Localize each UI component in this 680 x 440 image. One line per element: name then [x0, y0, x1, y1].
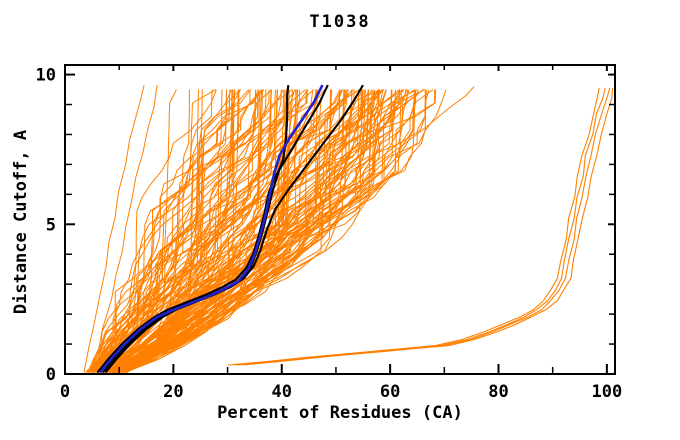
left-outlier-curve: [91, 85, 158, 373]
reference-model-2: [96, 84, 329, 374]
model-curve: [95, 89, 297, 373]
model-curve: [88, 89, 265, 373]
x-axis-ticks: [64, 66, 608, 373]
model-curve: [111, 89, 343, 373]
model-curve: [92, 89, 231, 373]
x-tick-label: 100: [592, 382, 623, 402]
model-curve: [107, 89, 318, 373]
model-curve: [113, 89, 385, 373]
model-curve: [117, 89, 380, 373]
y-axis-ticks: [66, 73, 614, 375]
model-curve: [87, 89, 199, 373]
outlier-model-curves: [83, 84, 475, 373]
model-curve: [90, 89, 223, 373]
model-curve: [120, 89, 407, 373]
model-curve: [111, 89, 354, 373]
x-tick-label: 60: [380, 382, 400, 402]
orange-model-curves: [84, 89, 447, 373]
x-tick-labels: 0 20 40 60 80 100: [60, 382, 622, 402]
y-tick-label: 5: [46, 215, 56, 235]
x-tick-label: 80: [488, 382, 508, 402]
y-tick-labels: 0 5 10: [36, 66, 56, 385]
y-tick-label: 0: [46, 365, 56, 385]
y-tick-label: 10: [36, 66, 56, 86]
model-curve: [122, 89, 426, 373]
plot-frame: [64, 64, 616, 375]
right-straggler-curve: [113, 86, 475, 373]
best-model: [99, 84, 324, 374]
model-curve: [90, 89, 213, 373]
chart-title: T1038: [309, 12, 371, 32]
x-axis-label: Percent of Residues (CA): [217, 403, 463, 423]
model-curve: [101, 89, 272, 373]
reference-model-3: [104, 84, 364, 374]
model-curve: [117, 89, 369, 373]
model-curve: [89, 89, 270, 373]
model-curve: [124, 89, 436, 373]
model-curve: [87, 89, 235, 373]
model-curve: [94, 89, 233, 373]
model-curve: [113, 89, 363, 373]
right-cluster-curves: [227, 87, 614, 366]
model-curve: [112, 89, 424, 373]
model-curve: [117, 89, 402, 373]
model-cluster-curve: [227, 87, 600, 366]
x-tick-label: 0: [60, 382, 70, 402]
model-curve: [123, 89, 408, 373]
model-curve: [110, 89, 379, 373]
model-curve: [120, 89, 375, 373]
model-cluster-curve: [243, 88, 614, 366]
best-model-curve-blue: [99, 84, 324, 374]
model-curve: [91, 89, 190, 373]
left-outlier-curve: [83, 84, 145, 373]
plot-frame-and-ticks: [64, 64, 616, 375]
model-curve: [91, 89, 257, 373]
x-tick-label: 20: [163, 382, 183, 402]
model-curve: [92, 89, 251, 373]
model-curve: [126, 89, 401, 373]
model-curve: [91, 89, 217, 373]
x-tick-label: 40: [272, 382, 292, 402]
